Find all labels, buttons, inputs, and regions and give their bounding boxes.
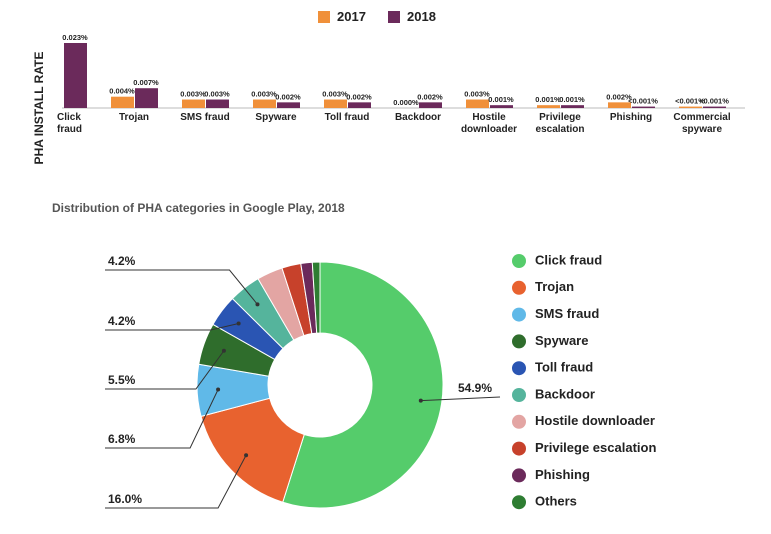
leader-dot [236,321,241,326]
legend-label: Backdoor [535,386,595,401]
x-tick-label: Hostile downloader [460,112,518,135]
data-label: 6.8% [108,432,136,446]
legend-label: 2017 [337,9,366,24]
bar [64,43,87,108]
bar [348,102,371,108]
legend-swatch [512,334,526,349]
value-label: <0.001% [699,97,729,106]
bar [703,106,726,108]
legend-swatch [512,307,526,322]
bar [537,105,560,108]
legend-swatch [512,495,526,510]
value-label: 0.000% [393,98,419,107]
x-tick-label: Click fraud [57,112,82,135]
value-label: 0.001% [559,95,585,104]
leader-line [105,389,219,449]
legend-label: Hostile downloader [535,413,655,428]
bar [277,102,300,108]
leader-line [105,323,239,331]
bar [490,105,513,108]
legend-swatch [512,441,526,456]
data-label: 54.9% [458,381,492,395]
data-label: 16.0% [108,492,142,506]
leader-dot [244,453,249,458]
value-label: 0.023% [62,33,88,42]
data-label: 4.2% [108,254,136,268]
legend-label: Click fraud [535,252,602,267]
x-tick-label: Backdoor [394,112,442,123]
legend-label: 2018 [407,9,436,24]
value-label: <0.001% [628,97,658,106]
bar [253,99,276,108]
bar [679,106,702,108]
leader-dot [221,348,226,353]
value-label: 0.001% [488,95,514,104]
value-label: 0.003% [251,90,277,99]
legend-swatch [512,388,526,402]
legend-swatch [512,468,526,483]
legend-label: SMS fraud [535,306,599,321]
legend-label: Phishing [535,467,590,482]
legend-label: Privilege escalation [535,440,656,455]
bar [324,99,347,108]
bar [466,99,489,108]
leader-dot [216,387,221,392]
value-label: 0.004% [109,87,135,96]
leader-dot [255,302,260,307]
legend-swatch [512,254,526,268]
legend-swatch [512,414,526,429]
leader-line [420,396,501,402]
legend-swatch [318,11,330,23]
leader-line [105,269,258,305]
bar [182,99,205,108]
chart-title: Distribution of PHA categories in Google… [52,201,345,215]
bar [561,105,584,108]
bar [419,102,442,108]
bar [206,99,229,108]
legend-swatch [512,280,526,295]
value-label: 0.003% [322,90,348,99]
legend-label: Spyware [535,333,588,348]
data-label: 4.2% [108,314,136,328]
donut-slice [282,261,444,509]
legend-swatch [388,11,400,23]
value-label: 0.002% [417,92,443,101]
value-label: 0.002% [275,92,301,101]
legend-label: Trojan [535,279,574,294]
donut-slice [200,397,305,503]
data-label: 5.5% [108,373,136,387]
x-tick-label: Phishing [609,112,653,123]
value-label: 0.007% [133,78,159,87]
bar [608,102,631,108]
value-label: 0.003% [464,90,490,99]
value-label: 0.002% [346,92,372,101]
bar [632,106,655,108]
bar [135,88,158,108]
x-tick-label: Toll fraud [324,112,370,123]
value-label: 0.003% [180,90,206,99]
bar [111,96,134,108]
value-label: 0.001% [535,95,561,104]
value-label: 0.003% [204,90,230,99]
leader-dot [418,398,423,403]
value-label: 0.002% [606,92,632,101]
legend-label: Others [535,494,577,509]
x-tick-label: Privilege escalation [535,112,585,135]
value-label: <0.001% [675,97,705,106]
donut-slice [311,261,321,334]
legend-label: Toll fraud [535,360,593,375]
x-tick-label: SMS fraud [180,112,230,123]
y-axis-label: PHA INSTALL RATE [32,52,46,165]
leader-line [105,350,225,390]
x-tick-label: Commercial spyware [673,112,731,135]
legend-swatch [512,361,526,376]
x-tick-label: Spyware [255,112,297,123]
leader-line [105,455,247,509]
x-tick-label: Trojan [118,112,149,123]
